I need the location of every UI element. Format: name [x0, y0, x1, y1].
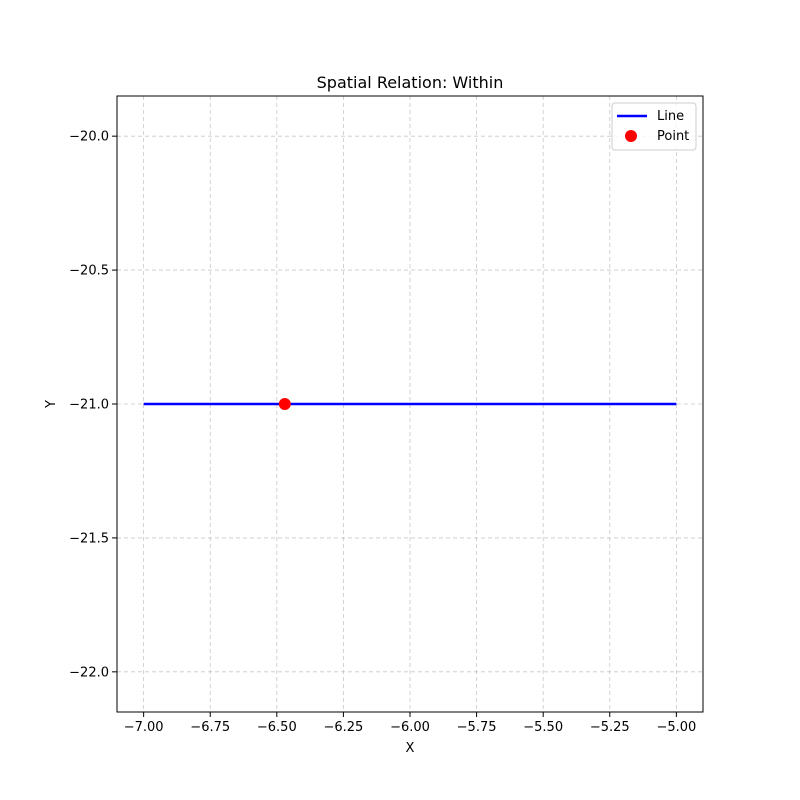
scatter-point [278, 398, 291, 410]
y-tick-label: −20.0 [69, 130, 109, 145]
x-tick-label: −5.25 [590, 720, 630, 735]
x-axis-label: X [406, 741, 415, 756]
x-tick-label: −6.00 [390, 720, 430, 735]
y-tick-label: −21.0 [69, 398, 109, 413]
x-axis: −7.00 −6.75 −6.50 −6.25 −6.00 −5.75 −5.50 −5.25… [124, 712, 696, 735]
x-tick-label: −7.00 [124, 720, 164, 735]
legend-label-point: Point [657, 129, 689, 144]
y-tick-label: −20.5 [69, 264, 109, 279]
x-tick-label: −6.25 [323, 720, 363, 735]
legend-point-swatch [625, 130, 637, 142]
x-tick-label: −5.75 [457, 720, 497, 735]
y-axis-label: Y [44, 400, 59, 409]
legend: Line Point [611, 102, 697, 151]
series-layer [143, 398, 677, 410]
x-tick-label: −5.50 [523, 720, 563, 735]
x-tick-label: −6.50 [257, 720, 297, 735]
x-tick-label: −6.75 [190, 720, 230, 735]
chart-title: Spatial Relation: Within [317, 73, 504, 92]
y-tick-label: −21.5 [69, 531, 109, 546]
y-axis: −20.0 −20.5 −21.0 −21.5 −22.0 [69, 130, 117, 680]
legend-label-line: Line [657, 109, 684, 124]
x-tick-label: −5.00 [656, 720, 696, 735]
y-tick-label: −22.0 [69, 665, 109, 680]
